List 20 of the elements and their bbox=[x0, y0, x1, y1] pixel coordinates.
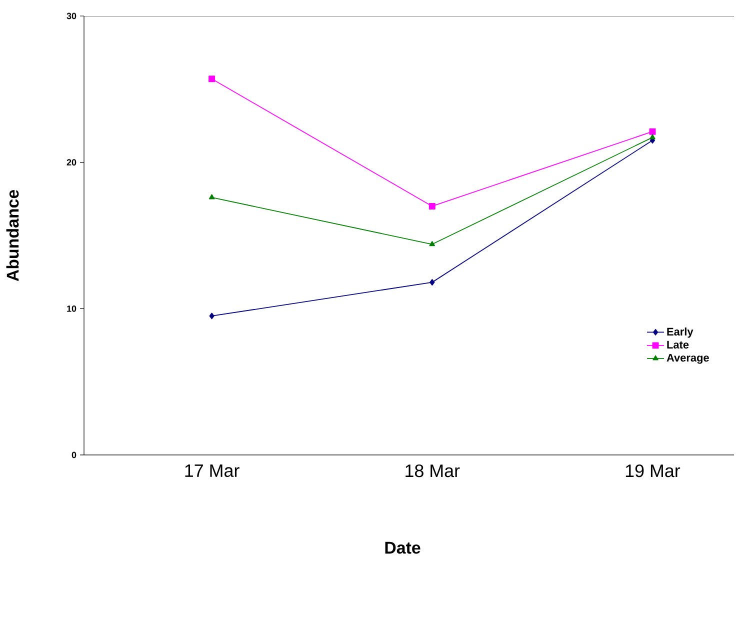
y-tick-label: 10 bbox=[67, 305, 76, 312]
y-axis-title: Abundance bbox=[6, 190, 19, 282]
legend-label: Late bbox=[667, 340, 689, 349]
legend-label: Average bbox=[666, 354, 709, 364]
point bbox=[209, 312, 214, 320]
x-tick-label: 17 Mar bbox=[185, 464, 240, 477]
y-tick-label: 30 bbox=[66, 12, 76, 20]
point bbox=[429, 241, 436, 246]
y-tick-label: 20 bbox=[66, 159, 76, 166]
point bbox=[430, 279, 435, 286]
point bbox=[208, 194, 215, 200]
point bbox=[428, 202, 436, 210]
y-tick-label: 0 bbox=[72, 452, 76, 458]
x-axis-title: Date bbox=[385, 542, 420, 554]
point bbox=[208, 76, 216, 82]
point bbox=[650, 134, 656, 140]
legend-label: Early bbox=[667, 328, 694, 338]
x-tick-label: 18 Mar bbox=[406, 464, 460, 478]
x-tick-label: 19 Mar bbox=[626, 464, 680, 478]
point bbox=[649, 128, 656, 135]
